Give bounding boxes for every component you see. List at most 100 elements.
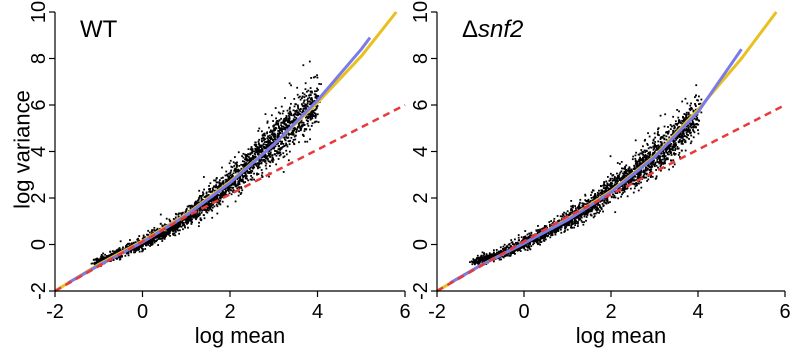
data-point [311,122,314,125]
data-point [188,204,191,207]
data-point [669,128,672,130]
data-point [183,223,185,226]
data-point [676,134,679,137]
data-point [498,258,501,261]
data-point [649,176,652,178]
data-point [111,252,114,255]
data-point [145,240,148,243]
data-point [312,111,314,114]
data-point [618,177,621,180]
data-point [653,145,656,148]
data-point [237,170,240,173]
data-point [226,178,228,181]
data-point [316,87,318,90]
data-point [231,173,234,176]
data-point [137,246,139,249]
data-point [578,207,581,210]
data-point [631,171,634,173]
data-point [656,132,659,135]
data-point [540,241,543,243]
data-point [278,130,281,133]
data-point [507,243,510,246]
data-point [302,135,305,137]
data-point [577,216,580,219]
data-point [185,211,188,214]
data-point [581,221,584,224]
data-point [281,125,283,128]
data-point [218,183,221,186]
data-point [255,150,258,153]
data-point [511,252,514,255]
data-point [175,224,178,227]
data-point [225,190,227,193]
data-point [238,190,241,193]
series-line-dashed-red [55,103,406,293]
data-point [289,110,291,113]
data-point [286,127,289,129]
data-point [638,171,641,174]
data-point [526,249,529,252]
data-point [469,261,471,264]
data-point [682,120,684,123]
data-point [138,235,141,237]
data-point [592,199,595,202]
data-point [617,177,620,180]
data-point [273,124,276,127]
data-point [696,116,699,119]
data-point [689,142,692,145]
data-point [165,235,167,237]
data-point [512,243,515,246]
data-point [134,251,137,254]
data-point [598,203,600,206]
data-point [585,216,588,218]
data-point [265,147,268,150]
data-point [613,179,616,182]
data-point [677,154,680,156]
data-point [253,163,255,166]
data-point [307,117,310,119]
data-point [471,263,474,266]
data-point [299,107,302,110]
data-point [119,248,122,251]
data-point [660,141,663,144]
data-point [685,117,688,120]
data-point [205,210,208,213]
data-point [177,213,180,216]
data-point [218,202,221,205]
data-point [163,231,166,234]
data-point [295,130,298,133]
data-point [119,258,122,260]
data-point [270,130,273,133]
data-point [209,187,211,190]
data-point [514,249,516,252]
data-point [655,164,658,167]
data-point [249,158,251,161]
data-point [662,149,665,152]
data-point [99,258,102,261]
data-point [216,201,219,204]
data-point [234,180,236,183]
data-point [651,175,654,178]
data-point [632,155,635,158]
data-point [650,174,653,177]
data-point [95,258,97,261]
data-point [573,217,576,220]
data-point [247,162,250,165]
data-point [577,221,579,223]
data-point [189,204,192,207]
series-line-yellow [55,11,398,293]
data-point [284,117,287,119]
data-point [285,143,288,146]
data-point [549,232,552,235]
data-point [203,196,206,198]
data-point [285,124,288,127]
data-point [482,254,485,257]
data-point [618,173,621,176]
data-point [256,152,259,155]
y-tick-label: -2 [28,282,50,300]
data-point [262,143,265,145]
data-point [253,156,256,158]
data-point [129,239,131,241]
data-point [635,164,638,167]
data-point [202,214,205,216]
